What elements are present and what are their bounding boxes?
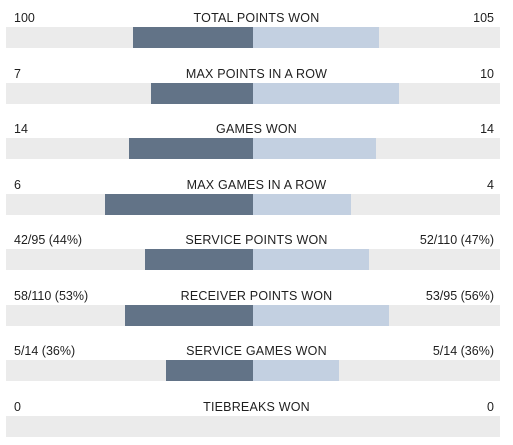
- stat-name: SERVICE POINTS WON: [185, 233, 328, 247]
- player2-value: 14: [480, 122, 494, 136]
- stat-label-line: 14 GAMES WON 14: [0, 120, 513, 138]
- stat-bar-track: [6, 360, 500, 381]
- stat-row-tiebreaks-won: 0 TIEBREAKS WON 0: [0, 389, 513, 445]
- player2-value: 52/110 (47%): [419, 233, 494, 247]
- player2-bar: [253, 194, 352, 215]
- player2-bar: [253, 83, 399, 104]
- player1-bar: [150, 83, 253, 104]
- stat-bar-track: [6, 249, 500, 270]
- stat-name: TIEBREAKS WON: [203, 400, 310, 414]
- player2-bar: [253, 27, 380, 48]
- player1-bar: [145, 249, 253, 270]
- player2-value: 105: [473, 11, 494, 25]
- stat-name: MAX GAMES IN A ROW: [186, 178, 327, 192]
- stat-label-line: 100 TOTAL POINTS WON 105: [0, 9, 513, 27]
- player2-bar: [253, 138, 376, 159]
- stat-bar-track: [6, 138, 500, 159]
- stat-name: TOTAL POINTS WON: [193, 11, 320, 25]
- player2-value: 0: [487, 400, 494, 414]
- stat-name: MAX POINTS IN A ROW: [185, 67, 328, 81]
- player2-value: 53/95 (56%): [425, 289, 494, 303]
- stat-bar-track: [6, 305, 500, 326]
- player1-value: 100: [14, 11, 35, 25]
- stat-bar-track: [6, 83, 500, 104]
- player1-value: 42/95 (44%): [14, 233, 83, 247]
- stat-name: GAMES WON: [216, 122, 297, 136]
- stat-row-max-points-in-a-row: 7 MAX POINTS IN A ROW 10: [0, 56, 513, 112]
- player1-value: 5/14 (36%): [14, 344, 76, 358]
- player1-value: 58/110 (53%): [14, 289, 89, 303]
- stat-row-receiver-points-won: 58/110 (53%) RECEIVER POINTS WON 53/95 (…: [0, 278, 513, 334]
- stat-row-service-games-won: 5/14 (36%) SERVICE GAMES WON 5/14 (36%): [0, 333, 513, 389]
- player1-bar: [129, 138, 253, 159]
- player1-value: 14: [14, 122, 28, 136]
- player1-bar: [105, 194, 253, 215]
- stat-name: RECEIVER POINTS WON: [180, 289, 333, 303]
- player2-value: 4: [487, 178, 494, 192]
- stat-row-total-points-won: 100 TOTAL POINTS WON 105: [0, 0, 513, 56]
- stat-label-line: 42/95 (44%) SERVICE POINTS WON 52/110 (4…: [0, 231, 513, 249]
- player1-value: 6: [14, 178, 21, 192]
- stat-label-line: 0 TIEBREAKS WON 0: [0, 398, 513, 416]
- player2-bar: [253, 305, 390, 326]
- player1-value: 7: [14, 67, 21, 81]
- player1-bar: [166, 360, 253, 381]
- player2-value: 10: [480, 67, 494, 81]
- stat-label-line: 6 MAX GAMES IN A ROW 4: [0, 176, 513, 194]
- stat-name: SERVICE GAMES WON: [186, 344, 327, 358]
- player2-value: 5/14 (36%): [432, 344, 494, 358]
- stat-bar-track: [6, 27, 500, 48]
- stat-bar-track: [6, 194, 500, 215]
- player1-bar: [125, 305, 253, 326]
- stat-label-line: 5/14 (36%) SERVICE GAMES WON 5/14 (36%): [0, 342, 513, 360]
- stat-label-line: 7 MAX POINTS IN A ROW 10: [0, 65, 513, 83]
- player1-value: 0: [14, 400, 21, 414]
- player2-bar: [253, 249, 370, 270]
- stat-row-max-games-in-a-row: 6 MAX GAMES IN A ROW 4: [0, 167, 513, 223]
- stat-bar-track: [6, 416, 500, 437]
- stat-label-line: 58/110 (53%) RECEIVER POINTS WON 53/95 (…: [0, 287, 513, 305]
- player1-bar: [132, 27, 253, 48]
- stat-row-service-points-won: 42/95 (44%) SERVICE POINTS WON 52/110 (4…: [0, 222, 513, 278]
- player2-bar: [253, 360, 339, 381]
- stat-row-games-won: 14 GAMES WON 14: [0, 111, 513, 167]
